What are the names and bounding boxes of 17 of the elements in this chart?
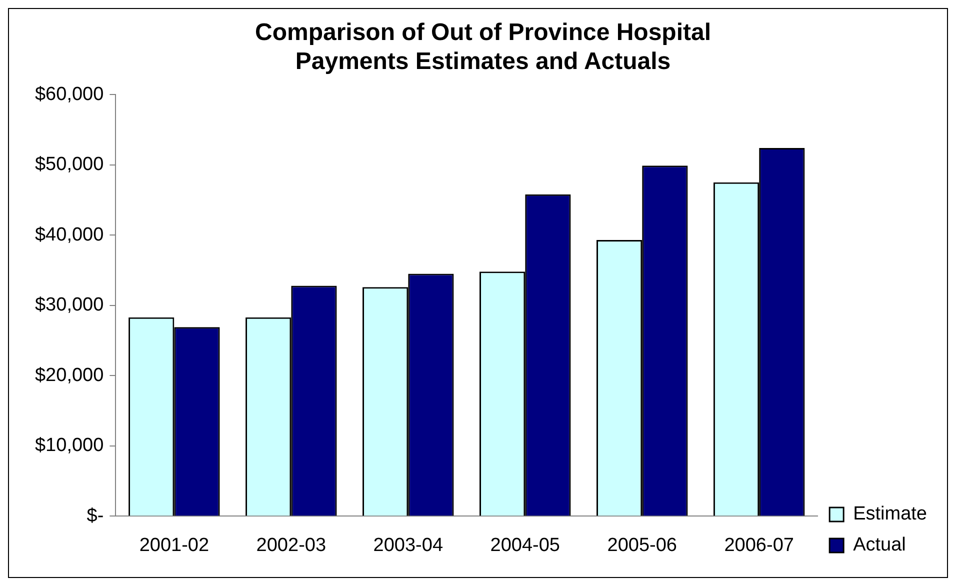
x-tick-label: 2006-07 — [724, 534, 794, 556]
x-tick-label: 2001-02 — [139, 534, 210, 556]
legend-label: Actual — [853, 534, 906, 556]
y-tick-label: $50,000 — [34, 154, 104, 176]
x-tick-label: 2005-06 — [607, 534, 677, 556]
y-tick-label: $10,000 — [34, 435, 104, 456]
x-tick-label: 2004-05 — [490, 534, 560, 556]
x-tick-label: 2002-03 — [256, 534, 326, 556]
y-tick-label: $60,000 — [34, 84, 104, 105]
text: Comparison of Out of Province Hospital — [254, 19, 712, 46]
x-tick-label: 2003-04 — [373, 534, 444, 556]
y-tick-label: $- — [86, 505, 104, 526]
y-tick-label: $40,000 — [34, 224, 104, 246]
y-tick-label: $30,000 — [34, 294, 104, 316]
legend-label: Estimate — [853, 504, 928, 525]
text: Payments Estimates and Actuals — [295, 48, 671, 75]
y-tick-label: $20,000 — [34, 364, 104, 386]
